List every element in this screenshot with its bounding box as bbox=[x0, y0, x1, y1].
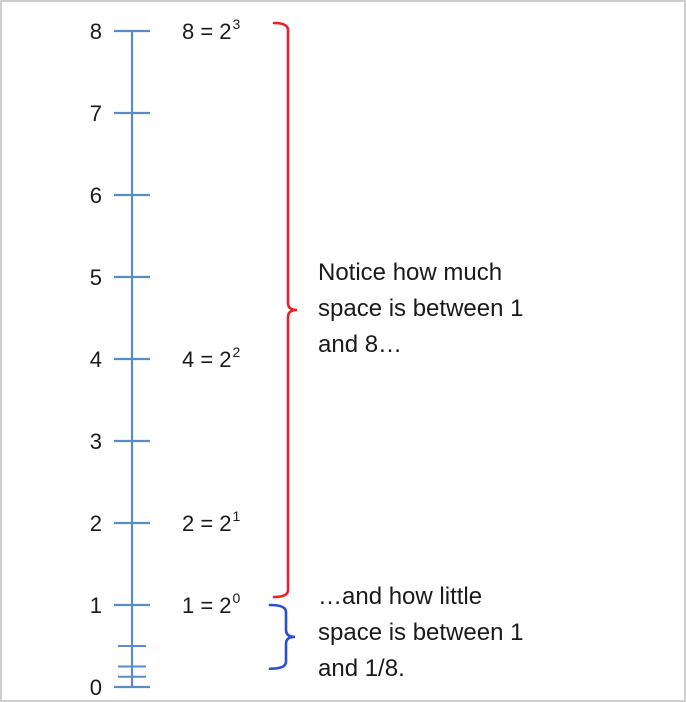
note-red-line-1: Notice how much bbox=[318, 259, 503, 286]
note-red-line-2: space is between 1 bbox=[318, 295, 524, 322]
equation-exponent: 2 bbox=[233, 344, 241, 360]
note-red-line-3: and 8… bbox=[318, 331, 403, 358]
axis-tick-label-2: 2 bbox=[90, 511, 102, 536]
axis-tick-label-1: 1 bbox=[90, 593, 102, 618]
red-bracket bbox=[272, 21, 298, 599]
note-blue-line-1: …and how little bbox=[318, 583, 483, 610]
axis-tick-label-4: 4 bbox=[90, 347, 102, 372]
equation-base: 8 = 2 bbox=[182, 19, 232, 44]
axis-tick-label-3: 3 bbox=[90, 429, 102, 454]
note-red: Notice how much space is between 1 and 8… bbox=[318, 255, 648, 363]
note-blue-line-2: space is between 1 bbox=[318, 619, 524, 646]
blue-bracket bbox=[268, 603, 296, 671]
note-blue: …and how little space is between 1 and 1… bbox=[318, 579, 648, 687]
axis-tick-label-6: 6 bbox=[90, 183, 102, 208]
note-blue-line-3: and 1/8. bbox=[318, 655, 405, 682]
equation-base: 2 = 2 bbox=[182, 511, 232, 536]
axis-tick-label-8: 8 bbox=[90, 19, 102, 44]
equation-base: 4 = 2 bbox=[182, 347, 232, 372]
equation-exponent: 3 bbox=[233, 16, 241, 32]
equation-label-1: 1 = 20 bbox=[182, 590, 241, 618]
axis-tick-label-7: 7 bbox=[90, 101, 102, 126]
equation-exponent: 1 bbox=[233, 508, 241, 524]
equation-label-8: 8 = 23 bbox=[182, 16, 241, 44]
equation-label-2: 2 = 21 bbox=[182, 508, 241, 536]
axis-tick-label-5: 5 bbox=[90, 265, 102, 290]
axis-tick-label-0: 0 bbox=[90, 675, 102, 700]
equation-label-4: 4 = 22 bbox=[182, 344, 241, 372]
equation-exponent: 0 bbox=[233, 590, 241, 606]
equation-base: 1 = 2 bbox=[182, 593, 232, 618]
